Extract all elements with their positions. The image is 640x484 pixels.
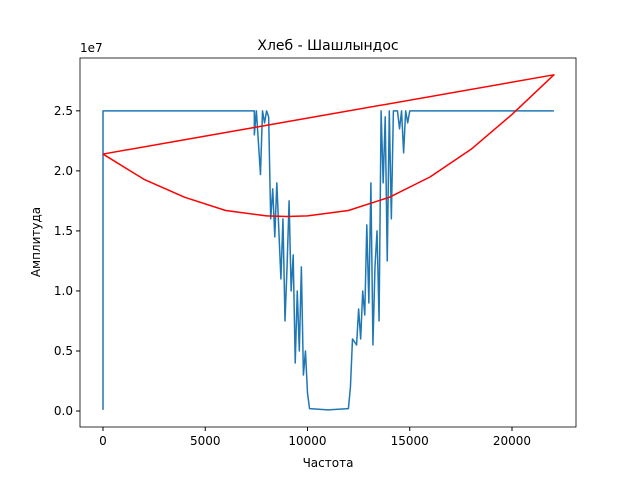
x-axis-label: Частота: [303, 456, 354, 470]
y-tick-label: 0.5: [54, 344, 73, 358]
chart-title: Хлеб - Шашлындос: [257, 38, 398, 54]
y-tick-label: 2.5: [54, 104, 73, 118]
line-series: [102, 74, 555, 218]
y-tick-label: 2.0: [54, 164, 73, 178]
x-tick-label: 15000: [391, 434, 429, 448]
y-tick-label: 0.0: [54, 404, 73, 418]
y-offset-label: 1e7: [80, 41, 103, 55]
plot-frame: [79, 57, 577, 428]
x-tick-label: 10000: [288, 434, 326, 448]
y-axis-label: Амплитуда: [29, 207, 43, 277]
x-tick-label: 20000: [493, 434, 531, 448]
line-series: [102, 110, 554, 411]
x-tick-label: 5000: [190, 434, 221, 448]
y-tick-label: 1.5: [54, 224, 73, 238]
y-tick-label: 1.0: [54, 284, 73, 298]
x-tick-label: 0: [99, 434, 107, 448]
